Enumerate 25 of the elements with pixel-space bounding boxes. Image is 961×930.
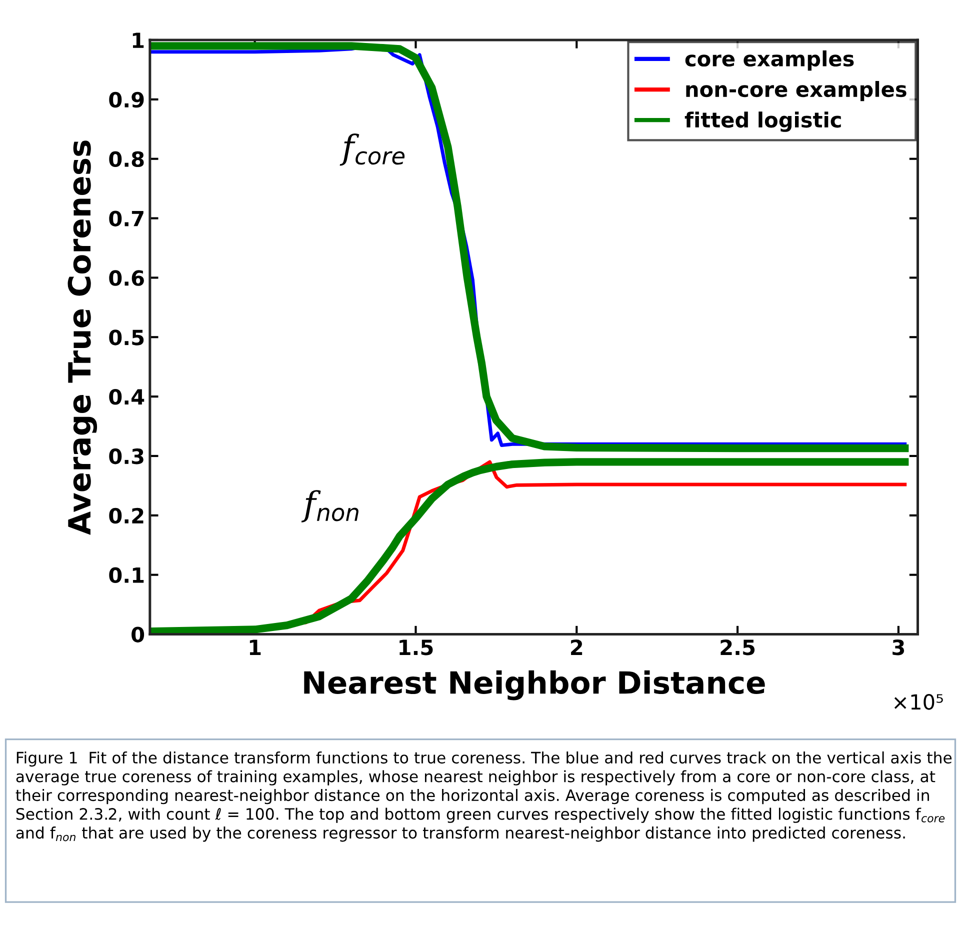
annotation: f$_{non}$ <box>301 490 358 522</box>
x-axis-title: Nearest Neighbor Distance <box>304 670 765 700</box>
text: ×10⁵ <box>894 694 943 710</box>
y-tick-label: 0.7 <box>109 210 144 226</box>
x-tick-label: 1.5 <box>400 640 433 656</box>
x-tick-label: 3 <box>892 639 904 656</box>
legend-label: core examples <box>685 50 854 71</box>
y-tick-label: 0 <box>132 626 144 642</box>
x-tick-label: 2 <box>571 639 582 655</box>
legend-label: fitted logistic <box>684 112 841 132</box>
y-tick-label: 0.8 <box>109 151 144 168</box>
y-tick-label: 0.2 <box>109 508 144 524</box>
y-tick-label: 0.1 <box>109 567 144 584</box>
y-tick-label: 1 <box>132 32 144 48</box>
y-tick-label: 0.9 <box>109 92 144 108</box>
y-tick-label: 0.5 <box>109 330 144 346</box>
legend-label: non-core examples <box>686 80 906 102</box>
annotation: f$_{core}$ <box>340 134 405 166</box>
y-tick-label: 0.4 <box>109 389 144 405</box>
y-axis-title: Average True Coreness <box>68 140 98 535</box>
y-tick-label: 0.3 <box>109 448 144 464</box>
x-tick-label: 2.5 <box>720 639 755 656</box>
y-tick-label: 0.6 <box>109 270 144 286</box>
text: Figure 1 Fit of the distance transform functions to true coreness. The blue and red curves track on the vertical axis the average true coreness of training examples, whose nearest neighbor is respectively from a core or non-core class, at their corresponding nearest-neighbor distance on the horizontal axis. Average coreness is computed as described in Section 2.3.2, with count ℓ = 100. The top and bottom green curves respectively show the fitted logistic functions f$_{core}$ and f$_{non}$ that are used by the coreness regressor to transform nearest-neighbor distance into predicted coreness. <box>16 751 952 842</box>
x-tick-label: 1 <box>250 640 261 655</box>
